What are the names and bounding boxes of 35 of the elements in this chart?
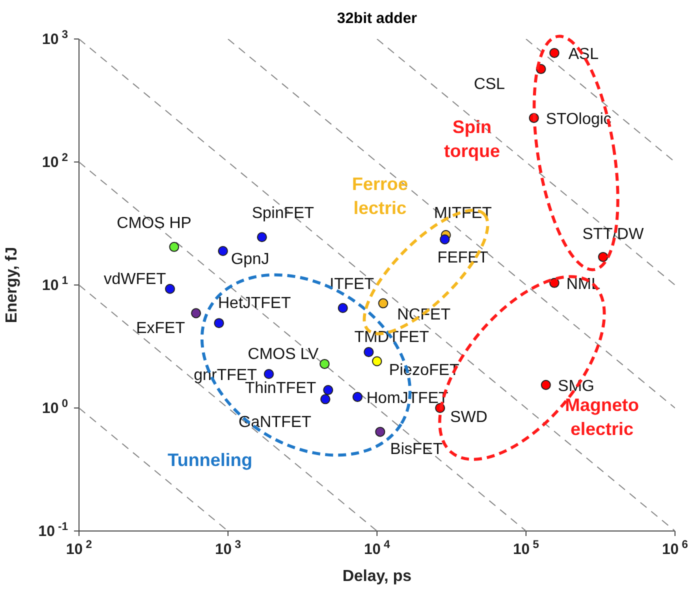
annotation: TMDTFET	[354, 329, 430, 346]
x-tick-label: 10$^{2}$	[66, 539, 92, 558]
annotation: vdWFET	[104, 270, 166, 288]
annotation: HomJTFET	[366, 390, 449, 407]
annotation: STT/DW	[582, 226, 645, 243]
annotation: Ferroe lectric	[352, 174, 408, 218]
x-tick-label: 10$^{6}$	[662, 539, 688, 558]
y-axis-title: Energy, fJ	[4, 246, 21, 324]
annotation: CSL	[474, 76, 506, 94]
x-axis-title: Delay, ps	[342, 568, 412, 585]
y-tick-label: 10$^{1}$	[42, 275, 68, 294]
annotation: BisFET	[390, 440, 443, 458]
annotation: ThinTFET	[245, 380, 316, 398]
y-tick-label: 10$^{3}$	[42, 29, 68, 48]
x-tick-label: 10$^{5}$	[513, 539, 539, 558]
annotation: ITFET	[330, 276, 374, 294]
annotation: SpinFET	[252, 205, 314, 222]
annotation: CMOS LV	[248, 346, 319, 363]
x-tick-label: 10$^{4}$	[364, 539, 391, 558]
annotation: Tunneling	[168, 450, 252, 470]
chart-title: 32bit adder	[336, 10, 418, 27]
annotation: STOlogic	[546, 110, 612, 128]
x-tick-label: 10$^{3}$	[215, 539, 241, 558]
annotation: FEFET	[437, 249, 488, 266]
y-tick-label: 10$^{2}$	[42, 152, 68, 171]
annotation: ExFET	[136, 320, 186, 338]
y-tick-label: 10$^{0}$	[42, 398, 68, 417]
annotation: Magneto electric	[565, 395, 639, 439]
annotation: GpnJ	[230, 250, 270, 268]
annotation: HetJTFET	[218, 295, 292, 312]
annotation: Spin torque	[444, 117, 500, 161]
annotation: GaNTFET	[238, 414, 312, 432]
annotation: CMOS HP	[116, 214, 192, 232]
annotation: SWD	[450, 409, 488, 426]
y-tick-label: 10$^{-1}$	[38, 521, 68, 540]
